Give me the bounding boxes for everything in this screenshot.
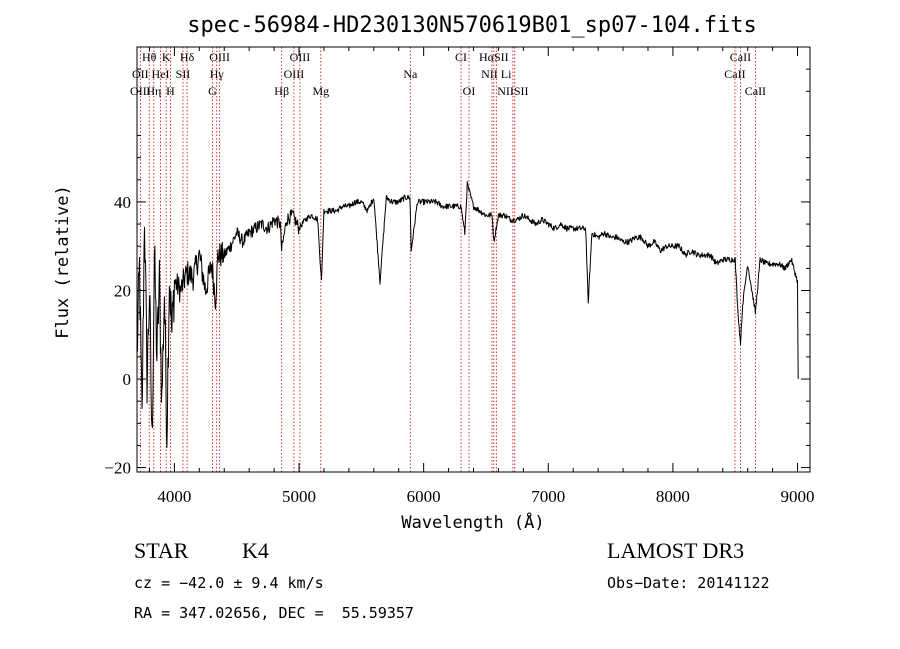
spectral-line-labels: Hθ K Hδ OIII OIII CI HαSII CaII OII HeI SII Hγ OIII N… [130, 50, 766, 98]
spectral-line-label: Na [403, 67, 418, 81]
spectral-line-label: OIII [130, 84, 151, 98]
y-axis-label: Flux (relative) [53, 185, 73, 339]
spectral-line-label: Hθ [142, 50, 157, 64]
spectral-line-label: Mg [312, 84, 329, 98]
spectral-line-label: OIII [209, 50, 230, 64]
y-tick-label: 40 [114, 193, 131, 212]
spectral-line-label: HαSII [479, 50, 509, 64]
spectral-line-label: Hδ [180, 50, 195, 64]
x-tick-label: 7000 [531, 487, 565, 506]
velocity: cz = −42.0 ± 9.4 km/s [134, 574, 324, 592]
spectral-line-label: G [208, 84, 217, 98]
chart-title: spec-56984-HD230130N570619B01_sp07-104.f… [187, 13, 757, 38]
spectrum-line [136, 181, 799, 448]
spectral-line-label: OIII [284, 67, 305, 81]
spectral-line-label: CaII [724, 67, 745, 81]
spectral-line-label: NIISII [497, 84, 528, 98]
spectral-line-label: CaII [745, 84, 766, 98]
coordinates: RA = 347.02656, DEC = 55.59357 [134, 604, 414, 622]
subclass: K4 [242, 538, 269, 563]
spectral-line-label: OIII [290, 50, 311, 64]
spectral-line-markers [139, 47, 756, 472]
spectral-line-label: OII [132, 67, 149, 81]
spectral-line-label: Hη [146, 84, 161, 98]
object-class: STAR [134, 538, 189, 563]
x-tick-label: 8000 [656, 487, 690, 506]
spectrum-series [136, 181, 799, 448]
spectral-line-label: HeI [152, 67, 170, 81]
spectral-line-label: K [162, 50, 171, 64]
plot-frame [136, 46, 811, 473]
spectral-line-label: NII Li [481, 67, 512, 81]
x-tick-label: 9000 [781, 487, 815, 506]
axis-ticks: 4000 5000 6000 7000 8000 9000 −20 0 20 40 [104, 47, 815, 506]
x-tick-label: 5000 [282, 487, 316, 506]
spectral-line-label: Hγ [210, 67, 225, 81]
spectral-line-label: CaII [730, 50, 751, 64]
x-tick-label: 4000 [157, 487, 191, 506]
spectral-line-label: CI [455, 50, 467, 64]
spectral-line-label: OI [463, 84, 476, 98]
spectral-line-label: H [166, 84, 175, 98]
x-tick-label: 6000 [407, 487, 441, 506]
obs-date: Obs−Date: 20141122 [607, 574, 770, 592]
survey-name: LAMOST DR3 [607, 538, 745, 563]
spectral-line-label: Hβ [274, 84, 289, 98]
y-tick-label: 20 [114, 281, 131, 300]
spectral-line-label: SII [176, 67, 191, 81]
y-tick-label: 0 [123, 370, 132, 389]
y-tick-label: −20 [104, 459, 131, 478]
x-axis-label: Wavelength (Å) [401, 511, 544, 533]
